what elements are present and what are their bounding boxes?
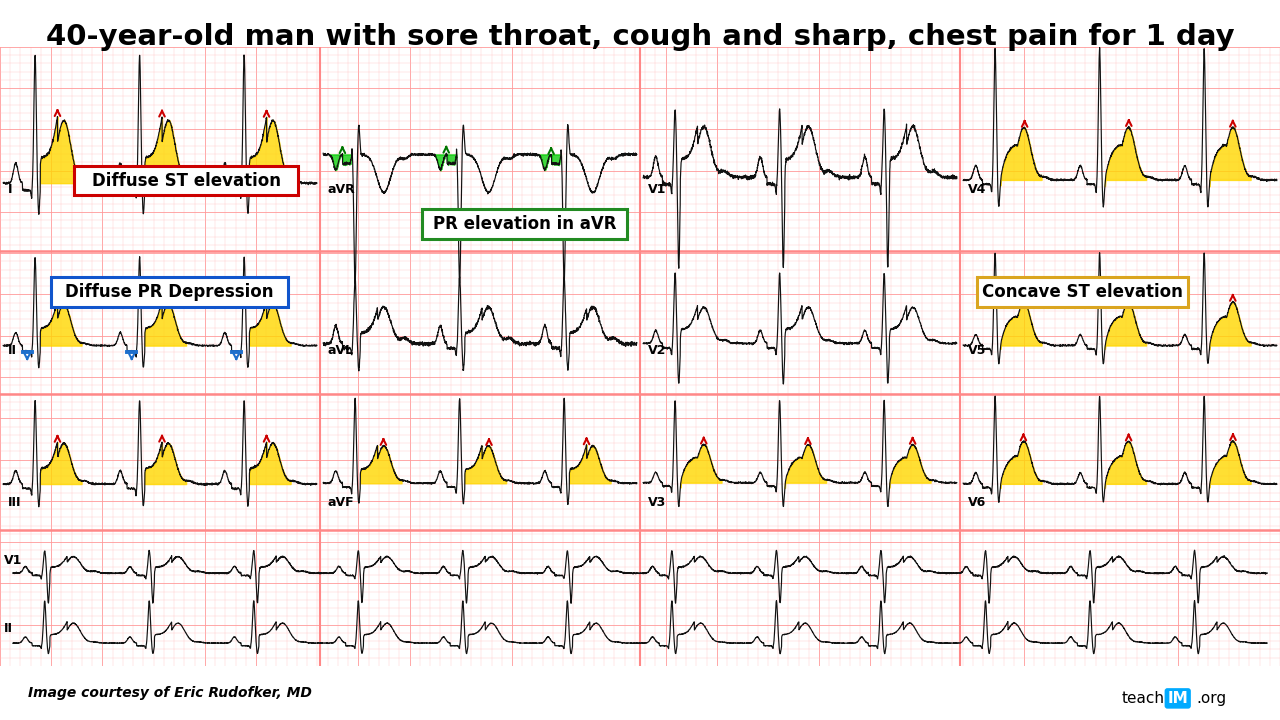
Text: V6: V6 <box>968 496 986 509</box>
Text: Diffuse ST elevation: Diffuse ST elevation <box>92 171 280 189</box>
Text: 40-year-old man with sore throat, cough and sharp, chest pain for 1 day: 40-year-old man with sore throat, cough … <box>46 23 1234 51</box>
Text: V4: V4 <box>968 184 986 197</box>
Text: I: I <box>8 184 13 197</box>
Text: II: II <box>4 622 13 635</box>
Text: V1: V1 <box>648 184 666 197</box>
Text: V3: V3 <box>648 496 666 509</box>
Bar <box>977 277 1188 307</box>
Text: teach: teach <box>1121 691 1165 706</box>
Text: III: III <box>8 496 22 509</box>
Bar <box>422 209 627 239</box>
Text: V2: V2 <box>648 344 666 357</box>
Text: .org: .org <box>1197 691 1228 706</box>
Text: II: II <box>8 344 17 357</box>
Text: V1: V1 <box>4 554 22 567</box>
Text: Concave ST elevation: Concave ST elevation <box>982 283 1183 301</box>
Text: Diffuse PR Depression: Diffuse PR Depression <box>65 283 274 301</box>
Text: PR elevation in aVR: PR elevation in aVR <box>433 215 617 233</box>
Bar <box>51 277 288 307</box>
Text: aVR: aVR <box>328 184 356 197</box>
Text: V5: V5 <box>968 344 986 357</box>
Bar <box>74 166 298 195</box>
Text: IM: IM <box>1167 691 1188 706</box>
Text: aVL: aVL <box>328 344 353 357</box>
Text: Image courtesy of Eric Rudofker, MD: Image courtesy of Eric Rudofker, MD <box>28 685 312 700</box>
Text: aVF: aVF <box>328 496 355 509</box>
